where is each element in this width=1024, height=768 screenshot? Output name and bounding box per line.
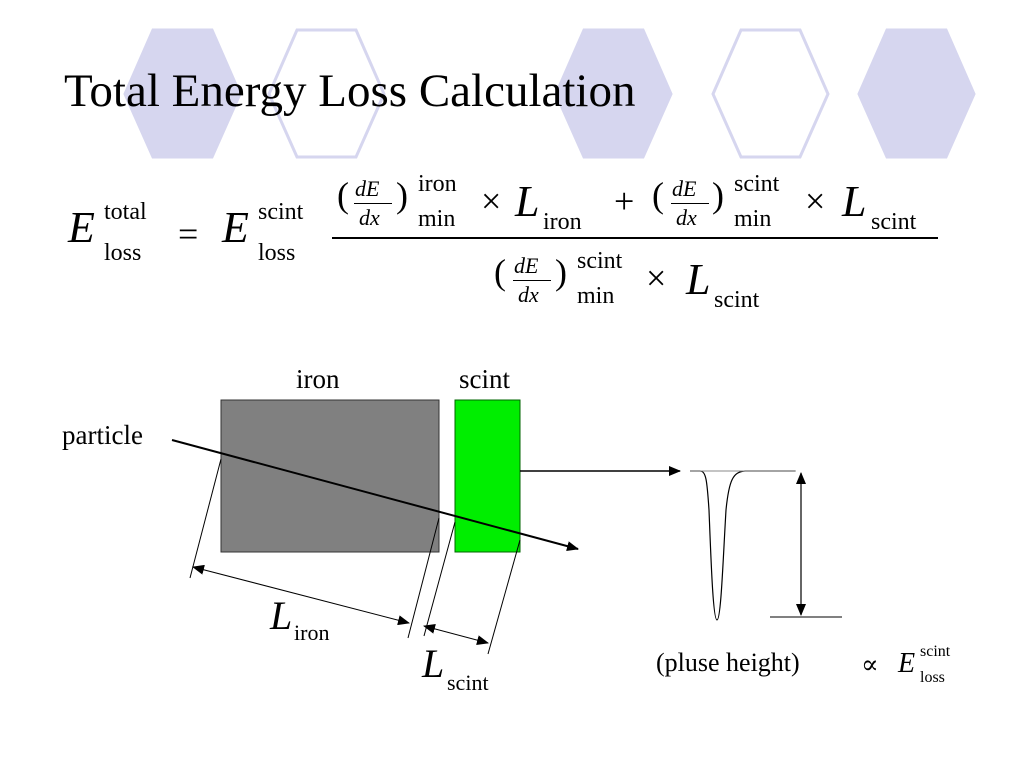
caption-E-sup: scint [920, 643, 951, 660]
proportional-symbol: ∝ [861, 650, 879, 679]
num-sub-scint: scint [871, 209, 917, 235]
factor-E: E [222, 203, 249, 252]
caption-E-sub: loss [920, 669, 945, 686]
particle-label: particle [62, 420, 143, 450]
factor-sup-scint: scint [258, 199, 304, 225]
caption-E: E [898, 648, 916, 679]
num-dx-1: dx [359, 205, 380, 230]
L-scint-symbol: L [422, 641, 445, 686]
den-dE: dE [514, 253, 539, 278]
num-times-2: × [805, 181, 826, 221]
iron-block [220, 399, 440, 553]
factor-sub-loss: loss [258, 240, 296, 266]
main-fraction-bar [332, 237, 938, 239]
num-sup-scint: scint [734, 171, 780, 197]
hexagon-filled-2 [554, 28, 673, 159]
scint-extension-right [487, 539, 521, 655]
pulse-waveform [690, 470, 795, 621]
slide-title: Total Energy Loss Calculation [64, 65, 636, 117]
iron-extension-right [407, 517, 440, 639]
num-dE-1: dE [355, 176, 380, 201]
iron-label: iron [296, 364, 340, 394]
num-rparen-1: ) [396, 175, 408, 215]
num-sub-min-2: min [734, 206, 772, 232]
num-lparen-2: ( [652, 175, 664, 215]
num-rparen-2: ) [712, 175, 724, 215]
num-sup-iron: iron [418, 171, 457, 197]
iron-extension-left [189, 458, 222, 579]
L-iron-dimension-arrow [192, 564, 410, 626]
num-L-scint: L [842, 177, 867, 226]
lhs-sup-total: total [104, 199, 147, 225]
num-L-iron: L [515, 177, 540, 226]
hexagon-filled-1 [123, 28, 242, 159]
num-sub-iron: iron [543, 209, 582, 235]
den-sub-scint: scint [714, 287, 760, 313]
lhs-E: E [68, 203, 95, 252]
scint-extension-left [423, 521, 456, 637]
den-times: × [646, 258, 667, 298]
L-scint-subscript: scint [447, 670, 489, 695]
den-sub-min: min [577, 283, 615, 309]
hexagon-filled-3 [857, 28, 976, 159]
den-lparen: ( [494, 252, 506, 292]
background-hexagons [123, 28, 976, 159]
hexagon-outline-2 [711, 28, 830, 159]
pulse-caption-text: (pluse height) [656, 648, 800, 677]
num-lparen-1: ( [337, 175, 349, 215]
lhs-sub-loss: loss [104, 240, 142, 266]
den-L-scint: L [686, 255, 711, 304]
den-dx: dx [518, 282, 539, 307]
hexagon-outline-1 [267, 28, 386, 159]
num-dx-2: dx [676, 205, 697, 230]
scint-label: scint [459, 364, 510, 394]
den-sup-scint: scint [577, 248, 623, 274]
num-dE-2: dE [672, 176, 697, 201]
num-plus: + [614, 181, 635, 221]
equals-sign: = [178, 214, 199, 254]
num-sub-min-1: min [418, 206, 456, 232]
L-iron-subscript: iron [294, 620, 330, 645]
den-dEdx-bar [513, 280, 551, 281]
num-dEdx-bar-1 [354, 203, 392, 204]
L-iron-symbol: L [270, 593, 293, 638]
num-dEdx-bar-2 [671, 203, 709, 204]
scint-block [454, 399, 521, 553]
den-rparen: ) [555, 252, 567, 292]
num-times-1: × [481, 181, 502, 221]
L-scint-dimension-arrow [423, 623, 489, 646]
particle-track [171, 439, 579, 551]
